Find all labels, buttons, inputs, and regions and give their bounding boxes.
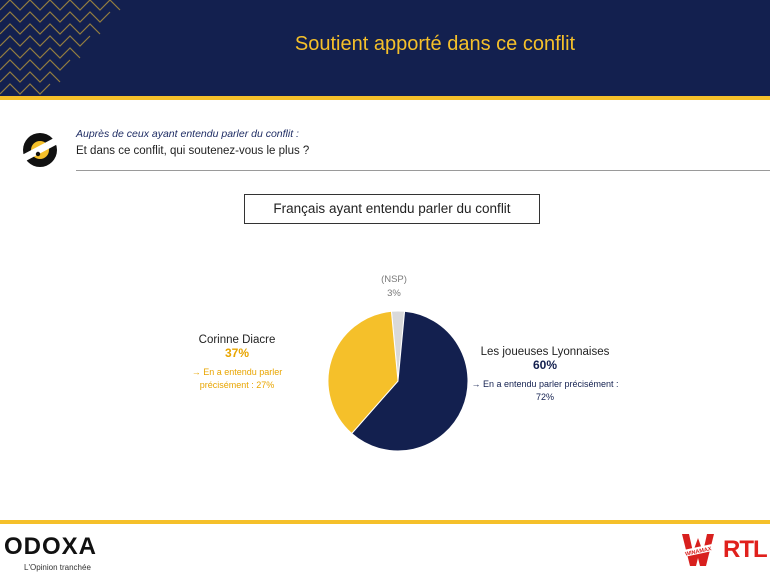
page-title: Soutient apporté dans ce conflit bbox=[294, 33, 576, 55]
header-divider bbox=[0, 96, 770, 100]
chevron-pattern bbox=[0, 0, 121, 95]
odoxa-logo: ODOXA L'Opinion tranchée bbox=[4, 533, 97, 572]
slice-label-joueuses-lyonnaises: Les joueuses Lyonnaises 60% → En a enten… bbox=[470, 346, 620, 404]
odoxa-question-icon bbox=[22, 133, 58, 167]
joueuses-lyonnaises-name: Les joueuses Lyonnaises bbox=[480, 346, 610, 358]
pie-slice-0 bbox=[351, 310, 469, 452]
rtl-logo: RTL bbox=[723, 536, 768, 563]
nsp-name: (NSP) bbox=[381, 274, 407, 285]
question-intro: Auprès de ceux ayant entendu parler du c… bbox=[76, 128, 299, 140]
footer-divider bbox=[0, 520, 770, 524]
question-block: Auprès de ceux ayant entendu parler du c… bbox=[76, 128, 309, 157]
odoxa-tagline: L'Opinion tranchée bbox=[24, 563, 91, 572]
corinne-diacre-name: Corinne Diacre bbox=[198, 334, 276, 346]
joueuses-lyonnaises-value: 60% bbox=[532, 358, 558, 372]
question-text: Et dans ce conflit, qui soutenez-vous le… bbox=[76, 145, 310, 157]
corinne-diacre-value: 37% bbox=[224, 346, 250, 360]
slice-label-nsp: (NSP) 3% bbox=[372, 273, 416, 301]
corinne-diacre-note: → En a entendu parler précisément : 27% bbox=[191, 367, 283, 390]
slice-label-corinne-diacre: Corinne Diacre 37% → En a entendu parler… bbox=[182, 334, 292, 392]
winamax-text: WINAMAX bbox=[685, 546, 713, 558]
subset-label: Français ayant entendu parler du conflit bbox=[244, 194, 540, 224]
nsp-value: 3% bbox=[387, 288, 401, 299]
winamax-logo: WINAMAX bbox=[680, 534, 716, 566]
question-divider bbox=[76, 170, 770, 171]
header-banner: Soutient apporté dans ce conflit bbox=[0, 0, 770, 96]
pie-slice-1 bbox=[327, 310, 399, 435]
joueuses-lyonnaises-note: → En a entendu parler précisément : 72% bbox=[471, 379, 619, 402]
odoxa-wordmark: ODOXA bbox=[4, 533, 98, 560]
